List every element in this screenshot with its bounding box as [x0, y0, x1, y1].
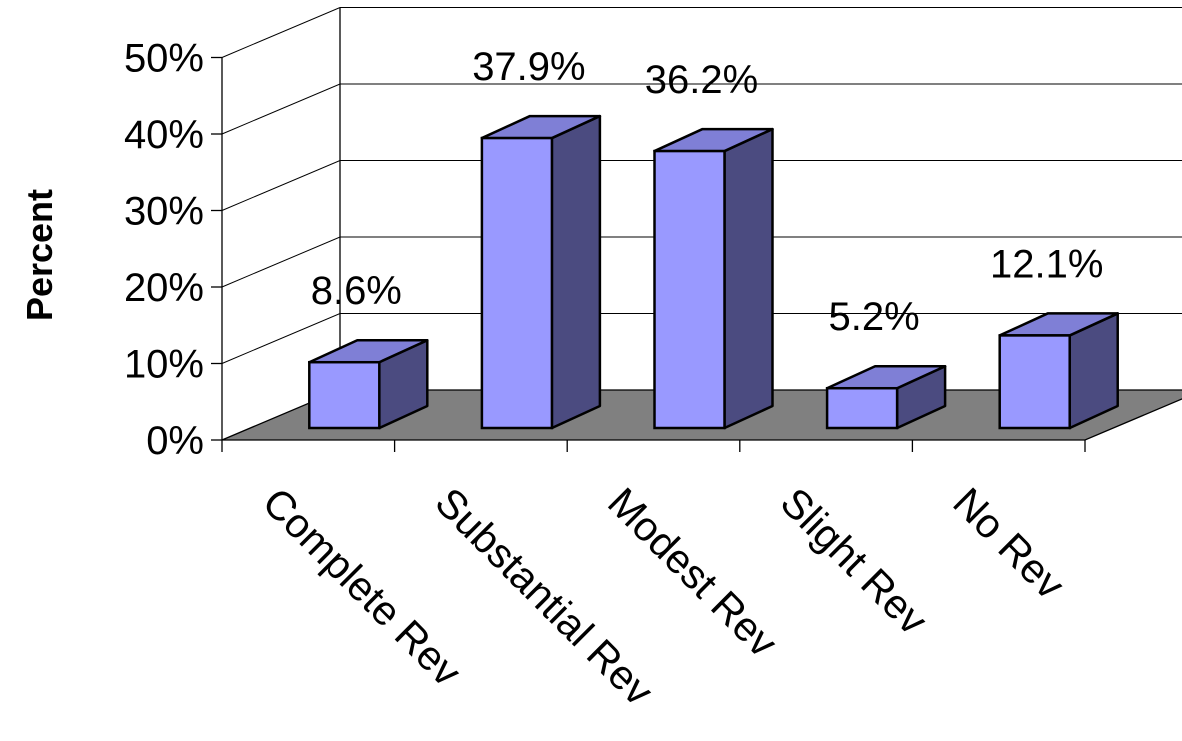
bar-front: [653, 149, 726, 430]
bar-side: [723, 127, 774, 430]
category-label: No Rev: [944, 479, 1074, 609]
data-label: 8.6%: [311, 269, 402, 313]
bar-substantial-rev: [480, 114, 602, 430]
y-tick-label: 0%: [146, 419, 204, 463]
gridline: [221, 7, 1182, 58]
gridline: [221, 313, 1182, 364]
data-label: 12.1%: [990, 242, 1103, 286]
gridline: [221, 83, 1182, 135]
category-label: Modest Rev: [599, 479, 787, 667]
gridline: [221, 160, 1182, 211]
chart-walls: [221, 7, 1182, 440]
gridline: [221, 236, 1182, 288]
data-label: 36.2%: [645, 58, 758, 102]
y-tick-label: 30%: [124, 190, 204, 234]
y-tick-label: 20%: [124, 266, 204, 310]
y-tick-label: 50%: [124, 37, 204, 81]
bar-front: [998, 334, 1071, 430]
y-tick-label: 10%: [124, 343, 204, 387]
data-labels: 8.6% 37.9% 36.2% 5.2% 12.1%: [311, 45, 1104, 339]
bar-complete-rev: [308, 338, 429, 430]
bar-front: [480, 136, 554, 430]
y-tick-label: 40%: [124, 113, 204, 157]
bar-front: [825, 386, 899, 430]
data-label: 5.2%: [829, 295, 920, 339]
chart-bars: [308, 114, 1119, 430]
bar-modest-rev: [653, 127, 774, 430]
y-axis-title: Percent: [19, 189, 60, 321]
y-axis-ticks: 0% 10% 20% 30% 40% 50%: [124, 37, 222, 463]
data-label: 37.9%: [472, 45, 585, 89]
bar-slight-rev: [825, 364, 947, 430]
bar-side: [550, 114, 602, 430]
bar-front: [308, 360, 381, 430]
category-label: Slight Rev: [772, 479, 937, 644]
bar-no-rev: [998, 312, 1119, 430]
